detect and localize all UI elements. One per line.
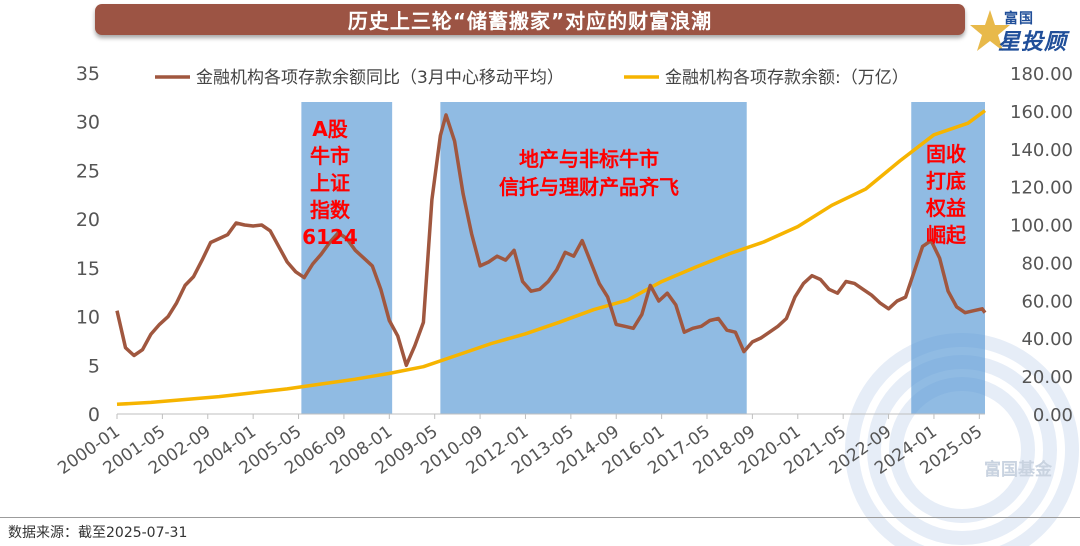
annotation-text: 信托与理财产品齐飞 xyxy=(499,175,679,199)
chart-title: 历史上三轮“储蓄搬家”对应的财富浪潮 xyxy=(347,9,713,33)
legend: 金融机构各项存款余额同比（3月中心移动平均） 金融机构各项存款余额:（万亿） xyxy=(155,68,909,88)
y-right-tick-label: 20.00 xyxy=(1021,367,1073,388)
logo-top-text: 富国 xyxy=(1004,11,1034,27)
legend-label-yoy: 金融机构各项存款余额同比（3月中心移动平均） xyxy=(196,68,564,88)
y-right-tick-label: 160.00 xyxy=(1010,102,1073,123)
y-left-tick-label: 0 xyxy=(88,404,100,426)
y-left-tick-label: 10 xyxy=(76,307,100,329)
y-right-tick-label: 140.00 xyxy=(1010,140,1073,161)
annotation-text: 指数 xyxy=(310,198,351,222)
y-left-tick-label: 35 xyxy=(76,63,100,85)
y-left-tick-label: 30 xyxy=(76,112,100,134)
logo-bottom-text: 星投顾 xyxy=(998,24,1067,56)
logo-star-char: 星 xyxy=(998,30,1022,55)
annotation-text: 上证 xyxy=(310,171,350,195)
shaded-period xyxy=(911,102,985,414)
y-left-tick-label: 25 xyxy=(76,160,100,182)
annotation-text: 崛起 xyxy=(926,223,967,247)
y-right-tick-label: 80.00 xyxy=(1021,253,1073,274)
y-right-tick-label: 40.00 xyxy=(1021,329,1073,350)
annotation-text: 牛市 xyxy=(310,144,350,168)
y-left-tick-label: 20 xyxy=(76,209,100,231)
series-line-yoy xyxy=(115,113,987,368)
y-right-tick-label: 180.00 xyxy=(1010,64,1073,85)
annotation-text: 地产与非标牛市 xyxy=(519,147,659,171)
legend-label-balance: 金融机构各项存款余额:（万亿） xyxy=(665,68,909,88)
y-right-tick-label: 120.00 xyxy=(1010,178,1073,199)
star-logo-icon xyxy=(970,10,1010,51)
annotation-text: 6124 xyxy=(302,225,358,249)
y-right-tick-label: 0.00 xyxy=(1033,405,1073,426)
logo-bottom-word: 投顾 xyxy=(1021,30,1068,55)
brand-logo: 富国 星投顾 xyxy=(968,2,1078,62)
annotation-text: 打底 xyxy=(926,169,966,193)
y-right-tick-label: 100.00 xyxy=(1010,216,1073,237)
y-left-tick-label: 15 xyxy=(76,258,100,280)
annotation-text: A股 xyxy=(312,117,347,141)
annotation-text: 固收 xyxy=(926,142,966,166)
y-left-tick-label: 5 xyxy=(88,355,100,377)
data-source: 数据来源：截至2025-07-31 xyxy=(8,525,188,541)
watermark-text: 富国基金 xyxy=(984,459,1053,480)
y-right-tick-label: 60.00 xyxy=(1021,291,1073,312)
chart-title-banner: 历史上三轮“储蓄搬家”对应的财富浪潮 xyxy=(95,4,965,35)
source-divider xyxy=(0,517,1080,518)
series-lines xyxy=(115,109,987,407)
annotation-text: 权益 xyxy=(925,196,966,220)
series-line-balance xyxy=(116,109,987,407)
